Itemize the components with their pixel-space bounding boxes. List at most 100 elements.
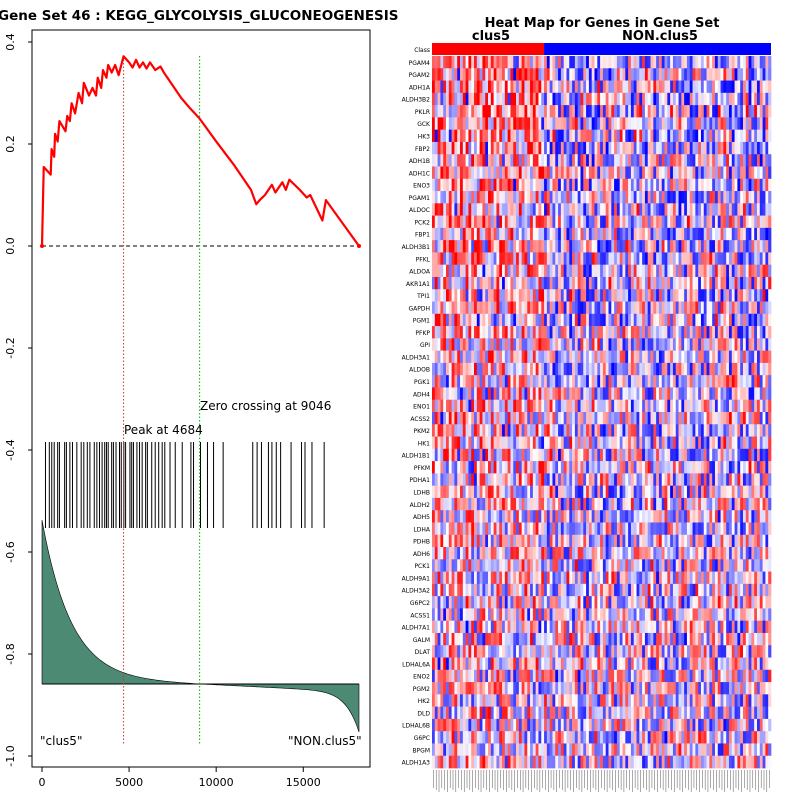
heatmap-cell xyxy=(524,264,528,278)
heatmap-cell xyxy=(468,412,472,425)
heatmap-cell xyxy=(756,166,761,180)
heatmap-cell xyxy=(658,289,663,302)
heatmap-cell xyxy=(600,399,604,413)
heatmap-cell xyxy=(642,215,646,229)
heatmap-cell xyxy=(451,129,455,143)
heatmap-cell xyxy=(437,301,441,315)
heatmap-cell xyxy=(457,191,461,204)
heatmap-cell xyxy=(765,129,769,143)
heatmap-cell xyxy=(563,375,567,388)
heatmap-cell xyxy=(518,326,522,339)
heatmap-cell xyxy=(703,436,707,450)
heatmap-cell xyxy=(681,203,685,216)
heatmap-cell xyxy=(675,289,679,302)
heatmap-cell xyxy=(552,252,556,266)
heatmap-cell xyxy=(496,166,500,180)
heatmap-cell xyxy=(667,252,671,266)
heatmap-cell xyxy=(695,473,699,487)
heatmap-cell xyxy=(566,436,570,450)
heatmap-cell xyxy=(712,154,716,167)
heatmap-cell xyxy=(670,473,674,487)
heatmap-cell xyxy=(479,362,483,376)
heatmap-cell xyxy=(574,375,579,388)
heatmap-cell xyxy=(521,338,525,351)
heatmap-cell xyxy=(605,264,609,278)
heatmap-cell xyxy=(681,424,685,437)
heatmap-cell xyxy=(689,240,693,253)
heatmap-cell xyxy=(628,68,632,81)
heatmap-cell xyxy=(535,338,539,351)
heatmap-cell xyxy=(616,80,621,94)
heatmap-cell xyxy=(465,448,469,462)
heatmap-cell xyxy=(768,289,772,302)
heatmap-cell xyxy=(465,485,469,499)
heatmap-cell xyxy=(490,215,494,229)
heatmap-cell xyxy=(437,129,441,143)
heatmap-cell xyxy=(728,154,733,167)
heatmap-cell xyxy=(560,203,565,216)
heatmap-cell xyxy=(602,362,607,376)
heatmap-cell xyxy=(748,178,752,192)
heatmap-cell xyxy=(560,362,565,376)
heatmap-cell xyxy=(670,522,674,536)
heatmap-cell xyxy=(608,68,612,81)
heatmap-cell xyxy=(751,56,755,69)
heatmap-cell xyxy=(678,56,682,69)
heatmap-cell xyxy=(563,534,567,548)
heatmap-cell xyxy=(488,227,492,241)
heatmap-cell xyxy=(630,178,635,192)
heatmap-cell xyxy=(462,473,466,487)
heatmap-cell xyxy=(664,252,668,266)
heatmap-cell xyxy=(521,227,525,241)
heatmap-cell xyxy=(670,240,674,253)
heatmap-cell xyxy=(471,92,475,106)
heatmap-cell xyxy=(507,276,511,290)
heatmap-cell xyxy=(516,240,520,253)
heatmap-cell xyxy=(580,80,584,94)
heatmap-cell xyxy=(474,362,478,376)
heatmap-cell xyxy=(611,375,615,388)
heatmap-cell xyxy=(591,56,595,69)
heatmap-cell xyxy=(658,461,663,474)
heatmap-cell xyxy=(633,252,637,266)
heatmap-cell xyxy=(552,56,556,69)
heatmap-cell xyxy=(555,105,559,118)
heatmap-cell xyxy=(681,375,685,388)
heatmap-cell xyxy=(586,326,590,339)
heatmap-cell xyxy=(574,264,579,278)
heatmap-cell xyxy=(560,178,565,192)
heatmap-cell xyxy=(717,473,721,487)
heatmap-cell xyxy=(661,362,665,376)
heatmap-cell xyxy=(555,166,559,180)
heatmap-cell xyxy=(518,276,522,290)
heatmap-cell xyxy=(765,362,769,376)
heatmap-cell xyxy=(684,522,688,536)
heatmap-cell xyxy=(451,117,455,131)
heatmap-cell xyxy=(731,448,735,462)
heatmap-cell xyxy=(507,436,511,450)
heatmap-cell xyxy=(667,117,671,131)
heatmap-cell xyxy=(737,485,741,499)
heatmap-cell xyxy=(538,301,542,315)
heatmap-cell xyxy=(502,178,506,192)
heatmap-cell xyxy=(681,252,685,266)
heatmap-cell xyxy=(588,105,593,118)
heatmap-cell xyxy=(566,289,570,302)
heatmap-cell xyxy=(644,105,649,118)
heatmap-cell xyxy=(605,461,609,474)
heatmap-cell xyxy=(465,117,469,131)
heatmap-cell xyxy=(678,276,682,290)
heatmap-cell xyxy=(479,276,483,290)
heatmap-cell xyxy=(479,252,483,266)
heatmap-cell xyxy=(574,387,579,401)
heatmap-cell xyxy=(689,387,693,401)
heatmap-cell xyxy=(532,105,537,118)
heatmap-cell xyxy=(608,350,612,364)
heatmap-cell xyxy=(507,497,511,511)
heatmap-cell xyxy=(502,141,506,155)
heatmap-cell xyxy=(572,92,576,106)
heatmap-cell xyxy=(516,326,520,339)
heatmap-cell xyxy=(630,313,635,327)
heatmap-cell xyxy=(602,412,607,425)
heatmap-cell xyxy=(555,215,559,229)
